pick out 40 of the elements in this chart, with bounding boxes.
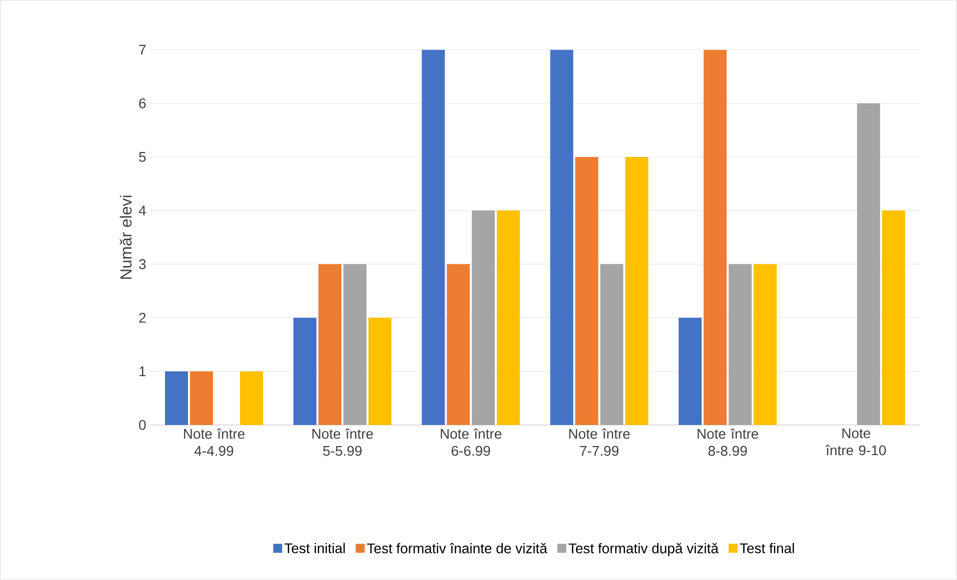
bar bbox=[625, 157, 648, 426]
bar bbox=[343, 264, 366, 426]
x-tick-label: Note între 6-6.99 bbox=[440, 428, 502, 456]
bar bbox=[164, 371, 188, 426]
x-tick-label: Note între 7-7.99 bbox=[569, 428, 630, 456]
bar bbox=[422, 50, 445, 426]
y-tick-label: 5 bbox=[139, 152, 146, 162]
bar bbox=[368, 318, 392, 426]
bar bbox=[678, 318, 702, 426]
bar bbox=[575, 157, 598, 426]
bar bbox=[240, 371, 264, 426]
x-tick-label: Note între 4-4.99 bbox=[184, 428, 245, 456]
y-tick-label: 2 bbox=[139, 312, 146, 323]
legend-label: Test formativ înainte de vizită bbox=[367, 542, 548, 554]
y-tick-label: 0 bbox=[139, 420, 146, 430]
bar bbox=[600, 264, 624, 426]
legend-label: Test initial bbox=[284, 543, 345, 554]
y-axis-title: Număr elevi bbox=[120, 196, 132, 279]
x-tick-label: Note între 8-8.99 bbox=[698, 428, 758, 456]
bar bbox=[857, 103, 880, 426]
x-tick-label: Note între 9-10 bbox=[825, 428, 886, 456]
bar bbox=[190, 371, 214, 426]
bar bbox=[882, 210, 906, 426]
bar bbox=[318, 264, 342, 426]
bar bbox=[293, 318, 316, 426]
legend-label: Test final bbox=[740, 543, 794, 554]
y-tick-label: 4 bbox=[138, 206, 146, 216]
bar bbox=[446, 264, 470, 426]
y-tick-label: 3 bbox=[139, 259, 146, 270]
legend-label: Test formativ după vizită bbox=[568, 542, 719, 556]
bar bbox=[472, 210, 495, 426]
bar bbox=[704, 50, 727, 426]
bar bbox=[496, 210, 520, 426]
y-tick-label: 7 bbox=[139, 45, 146, 55]
x-tick-label: Note între 5-5.99 bbox=[312, 428, 373, 456]
y-tick-label: 1 bbox=[140, 366, 146, 376]
bar bbox=[550, 50, 574, 426]
bar bbox=[754, 264, 777, 426]
y-tick-label: 6 bbox=[139, 98, 146, 108]
bar bbox=[728, 264, 752, 426]
